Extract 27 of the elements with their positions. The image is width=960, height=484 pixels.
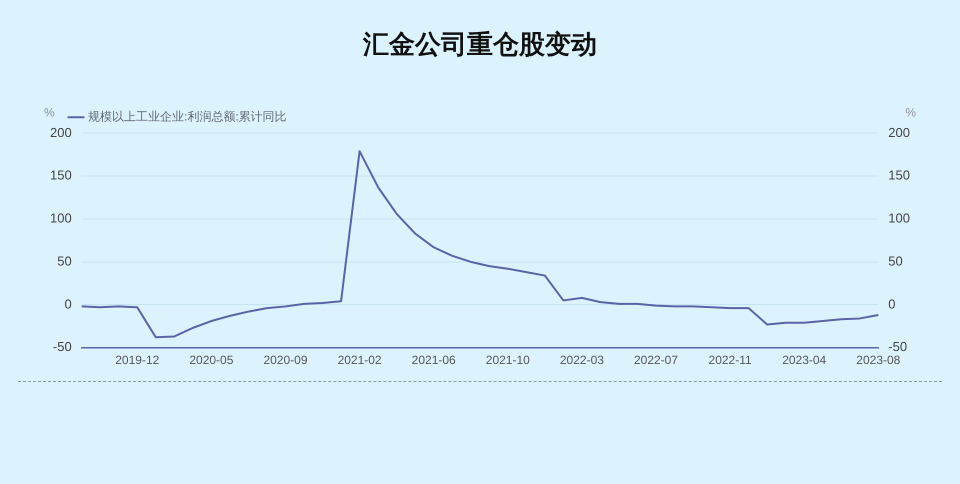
y2-tick-label: -50	[888, 339, 908, 354]
y-axis-title: %	[44, 106, 55, 120]
chart-title: 汇金公司重仓股变动	[362, 28, 597, 59]
y-tick-label: 200	[50, 124, 72, 140]
y-tick-label: 100	[50, 210, 72, 226]
y-tick-label: 0	[64, 296, 72, 312]
x-tick-label: 2021-10	[486, 353, 530, 368]
y-tick-label: -50	[52, 339, 72, 354]
y-tick-label: 50	[57, 253, 72, 268]
y2-tick-label: 200	[888, 124, 910, 140]
x-tick-label: 2021-02	[338, 353, 382, 368]
y2-tick-label: 150	[888, 168, 910, 183]
y2-tick-label: 50	[888, 253, 903, 268]
legend-label: 规模以上工业企业:利润总额:累计同比	[88, 110, 287, 124]
y2-tick-label: 100	[888, 210, 910, 226]
y-tick-label: 150	[50, 168, 72, 183]
y2-tick-label: 0	[888, 296, 896, 312]
x-tick-label: 2023-04	[782, 353, 827, 368]
x-tick-label: 2020-05	[189, 353, 234, 368]
x-tick-label: 2020-09	[263, 353, 308, 368]
x-tick-label: 2022-11	[708, 353, 752, 368]
x-tick-label: 2019-12	[115, 353, 160, 368]
y2-axis-title: %	[905, 106, 916, 120]
x-tick-label: 2022-03	[560, 353, 604, 368]
x-tick-label: 2021-06	[412, 353, 456, 368]
x-tick-label: 2022-07	[634, 353, 678, 368]
x-tick-label: 2023-08	[856, 353, 901, 368]
